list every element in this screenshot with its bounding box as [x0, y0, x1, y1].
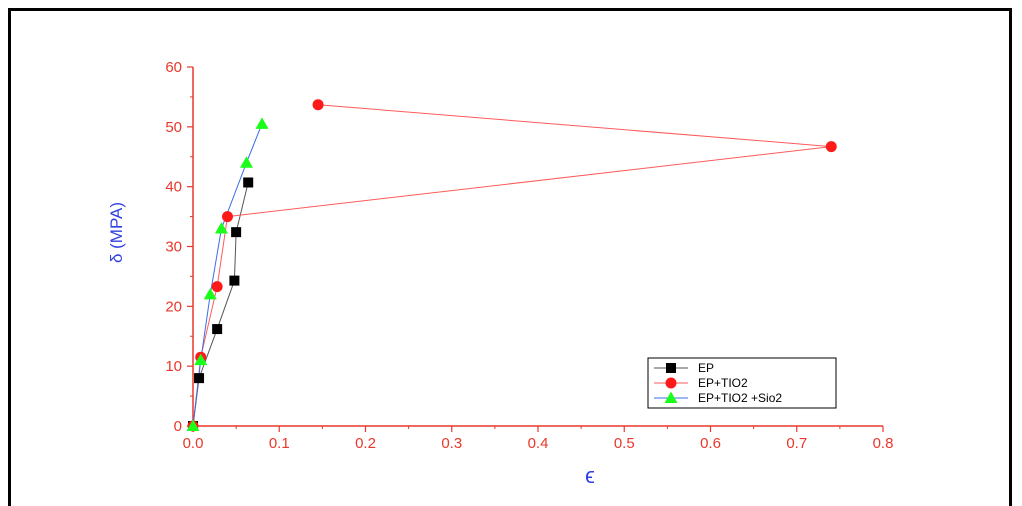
data-point-series-2: [194, 353, 208, 366]
series-lines: [192, 104, 832, 427]
y-axis-title: δ (MPA): [107, 202, 126, 263]
data-point-series-1: [825, 141, 837, 153]
legend-label: EP+TIO2: [698, 376, 748, 390]
data-point-series-0: [243, 177, 254, 188]
series-line-0: [192, 182, 249, 427]
data-point-series-2: [239, 156, 253, 168]
legend-marker: [664, 391, 678, 403]
data-point-series-2: [214, 222, 228, 234]
data-point-series-0: [194, 373, 205, 384]
series-markers: [186, 99, 837, 432]
legend-label: EP+TIO2 +Sio2: [698, 391, 782, 405]
x-tick-label: 0.0: [183, 435, 204, 452]
y-tick-label: 40: [165, 179, 182, 196]
axes: 0.0 0.1 0.2 0.3 0.4 0.5 0.6 0.7 0.8 0 10 20 30 40 50 60: [165, 59, 893, 452]
x-tick-label: 0.6: [700, 435, 721, 452]
legend-marker: [666, 363, 676, 373]
y-tick-label: 20: [165, 298, 182, 315]
data-point-series-1: [211, 281, 223, 293]
data-point-series-1: [312, 99, 324, 111]
y-tick-label: 50: [165, 119, 182, 136]
x-tick-label: 0.1: [269, 435, 290, 452]
legend-label: EP: [698, 361, 714, 375]
x-axis-title: ϵ: [585, 463, 595, 488]
y-tick-label: 30: [165, 239, 182, 256]
x-tick-label: 0.5: [614, 435, 635, 452]
x-tick-label: 0.3: [441, 435, 462, 452]
y-tick-label: 10: [165, 358, 182, 375]
data-point-series-0: [212, 324, 223, 335]
data-point-series-2: [255, 117, 269, 129]
data-point-series-1: [222, 211, 233, 223]
data-point-series-2: [203, 287, 217, 300]
y-tick-label: 60: [165, 59, 182, 76]
x-tick-label: 0.7: [786, 435, 807, 452]
data-point-series-0: [229, 275, 240, 286]
data-point-series-2: [186, 419, 200, 431]
data-point-series-0: [231, 227, 242, 238]
chart-frame: [8, 8, 1012, 506]
x-tick-label: 0.4: [528, 435, 549, 452]
x-tick-label: 0.2: [355, 435, 376, 452]
series-line-2: [192, 123, 263, 427]
y-tick-label: 0: [174, 418, 182, 435]
x-tick-label: 0.8: [873, 435, 894, 452]
legend-marker: [665, 377, 677, 389]
